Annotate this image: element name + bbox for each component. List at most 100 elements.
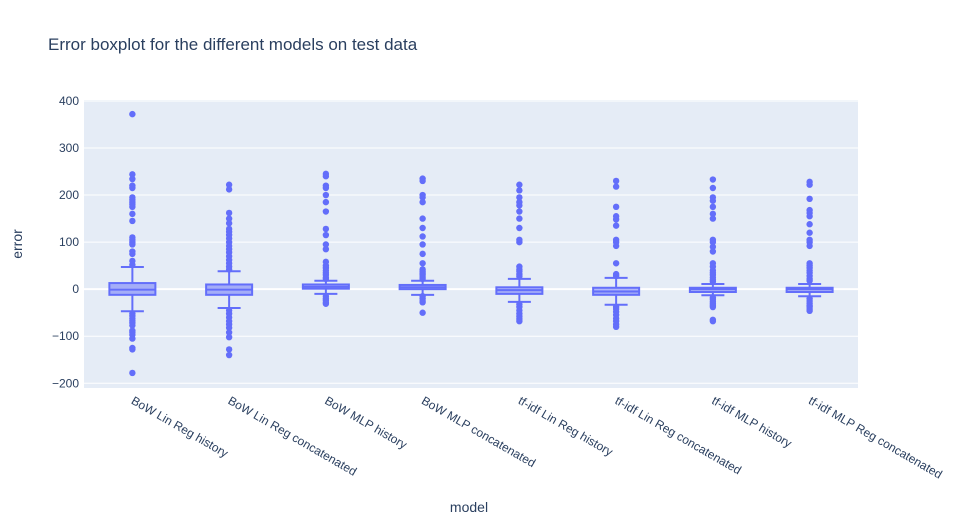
outlier-point xyxy=(516,202,523,209)
y-tick-label: 300 xyxy=(59,141,79,155)
outlier-point xyxy=(419,224,426,232)
outlier-point xyxy=(806,213,813,220)
outlier-point xyxy=(419,250,426,258)
outlier-point xyxy=(129,322,136,329)
outlier-point xyxy=(419,198,426,206)
outlier-point xyxy=(129,171,136,178)
outlier-point xyxy=(709,184,717,192)
outlier-point xyxy=(709,176,717,183)
outlier-point xyxy=(225,324,233,331)
x-axis-title: model xyxy=(450,499,488,515)
y-tick-label: 200 xyxy=(59,188,79,202)
x-tick-label: BoW Lin Reg history xyxy=(129,393,231,460)
outlier-point xyxy=(419,309,426,316)
outlier-point xyxy=(709,210,717,218)
outlier-point xyxy=(806,229,813,236)
y-tick-label: 100 xyxy=(59,235,79,249)
outlier-point xyxy=(225,215,233,222)
outlier-point xyxy=(516,194,523,201)
outlier-point xyxy=(322,198,330,206)
outlier-point xyxy=(419,260,426,267)
outlier-point xyxy=(612,242,620,250)
outlier-point xyxy=(322,173,330,180)
outlier-point xyxy=(516,238,523,246)
boxes xyxy=(108,110,834,377)
y-tick-label: 0 xyxy=(72,282,79,296)
outlier-point xyxy=(612,183,620,190)
box-5 xyxy=(495,181,544,325)
x-tick-label: tf-idf Lin Reg history xyxy=(516,393,615,458)
y-tick-label: 400 xyxy=(59,94,79,108)
outlier-point xyxy=(322,225,330,233)
outlier-point xyxy=(225,220,233,227)
outlier-point xyxy=(419,299,426,306)
y-axis-ticks: −200 −100 0 100 200 300 400 xyxy=(52,94,79,390)
outlier-point xyxy=(806,307,813,315)
outlier-point xyxy=(516,187,523,194)
outlier-point xyxy=(225,209,233,217)
outlier-point xyxy=(225,346,233,353)
box-4 xyxy=(398,175,447,316)
outlier-point xyxy=(129,335,136,342)
box-6 xyxy=(592,177,641,331)
outlier-point xyxy=(129,250,136,258)
outlier-point xyxy=(709,197,717,204)
outlier-point xyxy=(322,191,330,199)
outlier-point xyxy=(419,233,426,240)
outlier-point xyxy=(129,217,136,225)
box-7 xyxy=(688,176,737,325)
outlier-point xyxy=(129,175,136,183)
outlier-point xyxy=(225,351,233,359)
outlier-point xyxy=(129,241,136,248)
outlier-point xyxy=(516,208,523,215)
outlier-point xyxy=(129,210,136,218)
box-8 xyxy=(785,178,834,315)
outlier-point xyxy=(129,346,136,353)
y-tick-label: −200 xyxy=(52,376,79,390)
outlier-point xyxy=(322,208,330,215)
outlier-point xyxy=(129,261,136,268)
x-tick-label: tf-idf MLP history xyxy=(709,393,794,450)
outlier-point xyxy=(806,242,813,250)
chart-title: Error boxplot for the different models o… xyxy=(48,35,418,54)
outlier-point xyxy=(419,241,426,248)
outlier-point xyxy=(709,243,717,251)
box-1 xyxy=(108,110,157,377)
outlier-point xyxy=(129,184,136,192)
outlier-point xyxy=(516,224,523,232)
outlier-point xyxy=(612,177,620,185)
outlier-point xyxy=(709,215,717,222)
outlier-point xyxy=(806,195,813,203)
outlier-point xyxy=(709,248,717,255)
outlier-point xyxy=(516,317,523,325)
outlier-point xyxy=(419,215,426,222)
outlier-point xyxy=(225,266,233,273)
outlier-point xyxy=(612,260,620,267)
outlier-point xyxy=(419,194,426,201)
outlier-point xyxy=(225,329,233,336)
box-2 xyxy=(205,181,254,359)
outlier-point xyxy=(322,184,330,192)
outlier-point xyxy=(709,303,717,311)
outlier-point xyxy=(709,317,717,325)
outlier-point xyxy=(322,231,330,239)
outlier-point xyxy=(806,277,813,284)
outlier-point xyxy=(322,300,330,307)
outlier-point xyxy=(129,203,136,211)
outlier-point xyxy=(516,273,523,280)
outlier-point xyxy=(516,181,523,188)
outlier-point xyxy=(612,216,620,223)
outlier-point xyxy=(612,222,620,229)
y-tick-label: −100 xyxy=(52,329,79,343)
outlier-point xyxy=(129,110,136,118)
outlier-point xyxy=(806,181,813,188)
x-tick-label: BoW MLP history xyxy=(322,393,409,451)
outlier-point xyxy=(612,203,620,211)
outlier-point xyxy=(225,333,233,341)
outlier-point xyxy=(709,278,717,285)
x-tick-label: tf-idf MLP Reg concatenated xyxy=(806,393,945,481)
outlier-point xyxy=(612,272,620,280)
outlier-point xyxy=(322,241,330,248)
